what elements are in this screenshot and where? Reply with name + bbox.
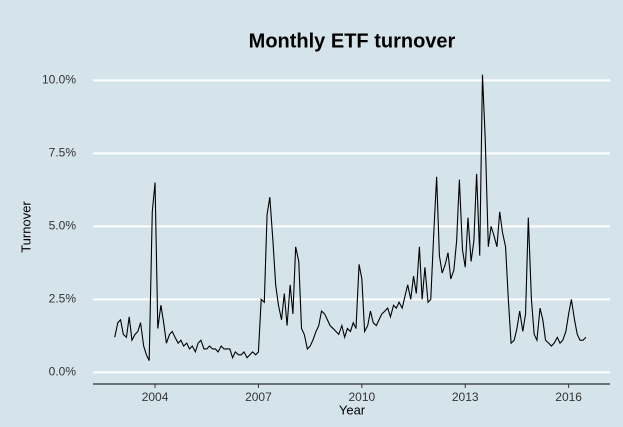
y-axis-label: Turnover [18,201,33,253]
x-tick-label: 2004 [142,390,169,404]
chart-title: Monthly ETF turnover [249,30,456,52]
x-tick-label: 2010 [348,390,375,404]
y-tick-label: 2.5% [49,292,77,306]
y-tick-label: 5.0% [49,219,77,233]
y-tick-label: 0.0% [49,364,77,378]
x-tick-label: 2013 [452,390,479,404]
y-tick-label: 7.5% [49,146,77,160]
x-tick-label: 2016 [555,390,582,404]
x-tick-label: 2007 [245,390,272,404]
y-tick-label: 10.0% [42,73,76,87]
x-axis-label: Year [339,402,366,417]
line-series [114,74,587,361]
